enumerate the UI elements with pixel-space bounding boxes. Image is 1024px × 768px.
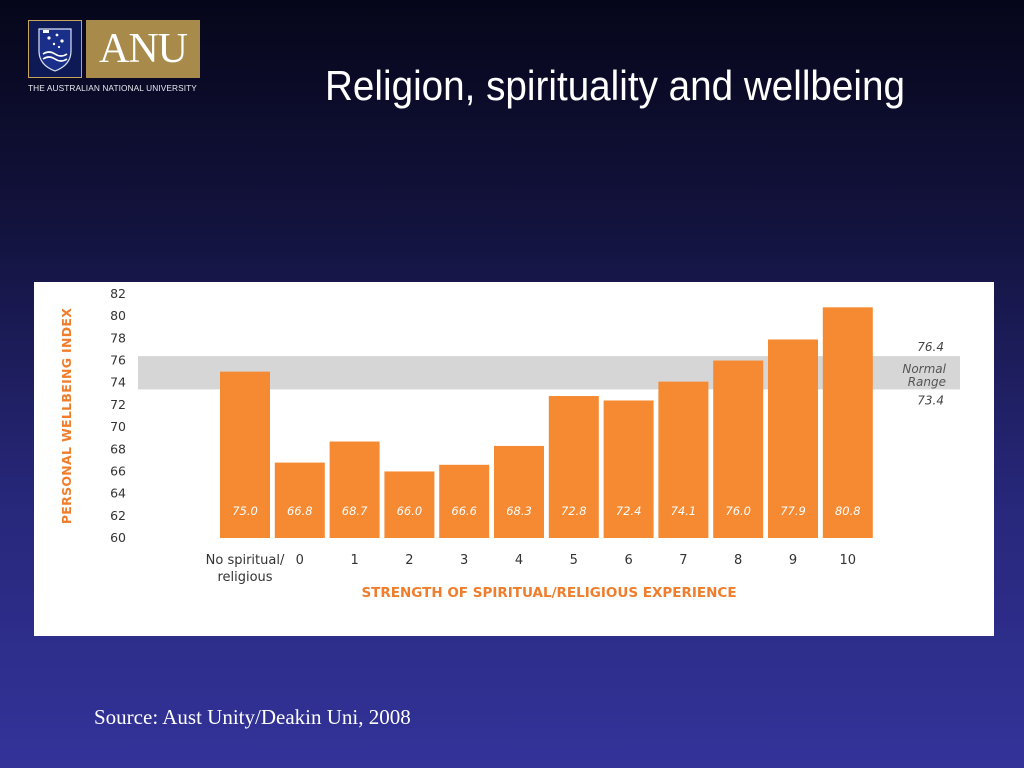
x-tick-label: 5 (570, 553, 578, 568)
bar-value-label: 66.6 (451, 504, 477, 518)
bar-value-label: 66.8 (287, 504, 313, 518)
bar (494, 445, 544, 538)
x-tick-label: 2 (405, 553, 413, 568)
y-tick-label: 82 (110, 286, 126, 301)
normal-range-lower-label: 73.4 (917, 393, 944, 407)
bar (658, 381, 709, 538)
anu-wordmark-box: ANU (86, 20, 200, 78)
bar-value-label: 75.0 (232, 504, 258, 518)
normal-range-upper-label: 76.4 (917, 340, 944, 354)
y-tick-label: 66 (110, 463, 126, 478)
bar (768, 339, 818, 538)
y-tick-label: 64 (110, 486, 126, 501)
x-tick-label: 3 (460, 553, 468, 568)
bar-value-label: 72.8 (561, 504, 587, 518)
bar (603, 400, 654, 538)
normal-range-label: Range (908, 375, 946, 389)
x-tick-label: 6 (624, 553, 632, 568)
bar-value-label: 74.1 (671, 504, 697, 518)
bar-value-label: 80.8 (835, 504, 861, 518)
x-tick-label: 7 (679, 553, 687, 568)
y-tick-label: 62 (110, 508, 126, 523)
bar (274, 462, 325, 538)
x-tick-label: religious (217, 570, 272, 585)
bar (384, 471, 435, 538)
chart-panel: 82 80 78 76 74 72 70 68 66 64 62 60 75.0 No spiritual… (34, 282, 994, 636)
y-tick-label: 68 (110, 441, 126, 456)
bar (713, 360, 764, 538)
x-tick-label: 8 (734, 553, 742, 568)
x-tick-label: 4 (515, 553, 523, 568)
x-tick-label: 0 (296, 553, 304, 568)
bar (220, 371, 270, 538)
slide-title: Religion, spirituality and wellbeing (325, 62, 905, 109)
bar (822, 307, 873, 538)
anu-logo: ANU THE AUSTRALIAN NATIONAL UNIVERSITY (28, 20, 200, 94)
y-tick-label: 74 (110, 375, 126, 390)
y-tick-label: 76 (110, 353, 126, 368)
y-tick-label: 80 (110, 308, 126, 323)
bar-value-label: 66.0 (397, 504, 423, 518)
bar-value-label: 68.3 (506, 504, 532, 518)
x-axis-title: STRENGTH OF SPIRITUAL/RELIGIOUS EXPERIEN… (361, 585, 736, 601)
x-tick-label: 9 (789, 553, 797, 568)
bar-value-label: 77.9 (780, 504, 806, 518)
bar (548, 396, 599, 538)
bar-value-label: 72.4 (616, 504, 642, 518)
bar-value-label: 68.7 (342, 504, 368, 518)
y-tick-label: 60 (110, 530, 126, 545)
y-axis-title: PERSONAL WELLBEING INDEX (59, 308, 74, 524)
normal-range-label: Normal (902, 362, 946, 376)
university-name: THE AUSTRALIAN NATIONAL UNIVERSITY (28, 83, 197, 93)
y-tick-label: 78 (110, 330, 126, 345)
x-tick-label: 10 (840, 553, 857, 568)
anu-wordmark: ANU (99, 26, 188, 72)
x-tick-label: 1 (350, 553, 358, 568)
y-tick-label: 70 (110, 419, 126, 434)
source-citation: Source: Aust Unity/Deakin Uni, 2008 (94, 705, 411, 729)
y-tick-label: 72 (110, 397, 126, 412)
bar (439, 464, 490, 538)
bar (329, 441, 380, 538)
bar-value-label: 76.0 (725, 504, 751, 518)
university-crest-icon (28, 20, 82, 78)
x-tick-label: No spiritual/ (206, 553, 285, 568)
